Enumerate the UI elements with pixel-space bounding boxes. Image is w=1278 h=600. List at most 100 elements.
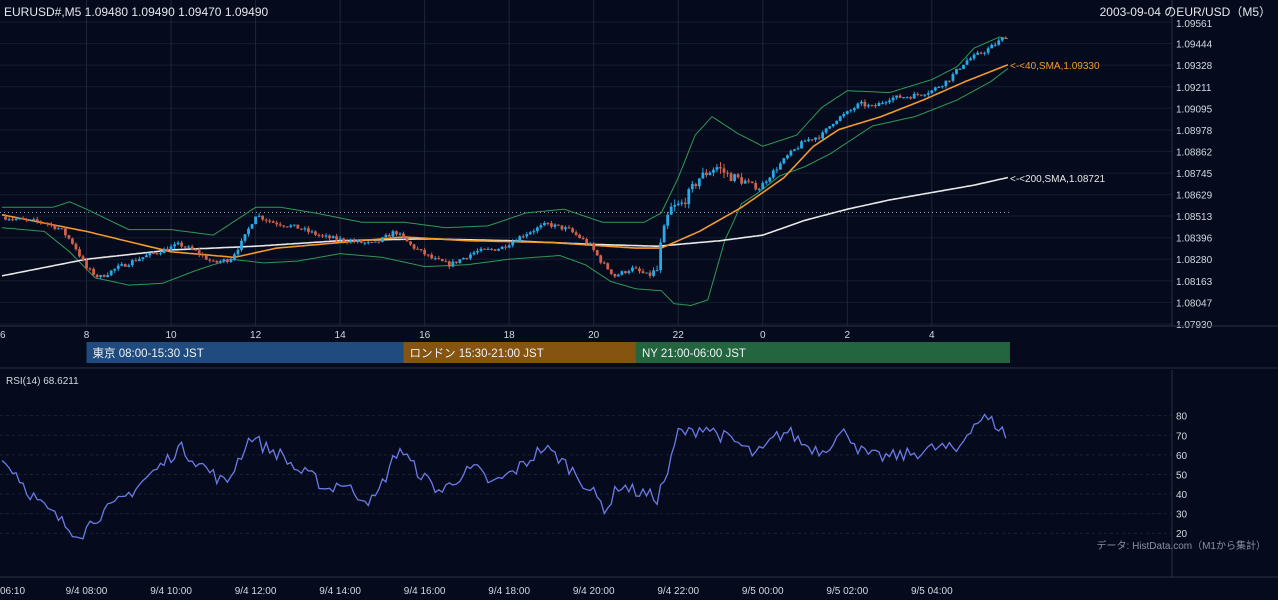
- candle: [578, 233, 582, 239]
- candle: [909, 96, 913, 100]
- candle: [659, 238, 663, 274]
- candle: [271, 220, 275, 223]
- candle: [21, 216, 25, 220]
- candle: [268, 218, 272, 224]
- candle: [14, 217, 18, 221]
- candle: [930, 89, 934, 95]
- sma200-label: <-<200,SMA,1.08721: [1010, 174, 1106, 185]
- candle: [719, 161, 722, 174]
- hour-tick-label: 6: [0, 330, 6, 341]
- candle: [141, 257, 145, 262]
- time-tick-label: 9/5 04:00: [911, 586, 953, 597]
- candle: [236, 247, 240, 257]
- hour-tick-label: 12: [250, 330, 262, 341]
- session-label: 東京 08:00-15:30 JST: [93, 346, 204, 360]
- candle: [391, 229, 395, 239]
- candle: [264, 218, 268, 224]
- candle: [764, 179, 768, 185]
- candle: [423, 247, 427, 257]
- candle: [398, 232, 402, 236]
- candle: [976, 50, 979, 56]
- hour-tick-label: 20: [588, 330, 600, 341]
- candle: [616, 273, 620, 277]
- candle: [409, 240, 412, 247]
- candle: [292, 224, 296, 227]
- candle: [335, 233, 338, 242]
- candle: [835, 120, 839, 125]
- candle: [310, 229, 314, 234]
- candle: [645, 272, 648, 274]
- candle: [690, 180, 694, 193]
- candle: [1000, 36, 1004, 42]
- candle: [247, 226, 250, 237]
- chart-title: 2003-09-04 のEUR/USD（M5）: [1100, 5, 1271, 19]
- candle: [557, 224, 560, 227]
- candle: [958, 67, 962, 70]
- candle: [366, 241, 370, 245]
- candle: [919, 94, 923, 97]
- candle: [261, 215, 265, 222]
- price-tick-label: 1.08862: [1176, 147, 1213, 158]
- candle: [828, 126, 832, 129]
- candle: [299, 228, 303, 231]
- candle: [863, 99, 867, 109]
- candle: [233, 252, 236, 261]
- sma200-line: [1, 176, 1009, 277]
- candle: [113, 268, 117, 273]
- candle: [951, 72, 955, 83]
- candle: [870, 104, 874, 107]
- candle: [497, 248, 501, 252]
- candle: [888, 97, 891, 105]
- candle: [257, 213, 261, 218]
- price-tick-label: 1.09444: [1176, 40, 1213, 51]
- candle: [359, 239, 363, 244]
- candle: [222, 258, 226, 264]
- candle: [532, 228, 536, 235]
- hour-tick-label: 14: [335, 330, 347, 341]
- candle: [993, 42, 997, 47]
- session-bar: [635, 342, 1010, 363]
- candle: [102, 274, 106, 278]
- candle: [226, 258, 229, 264]
- candle: [666, 211, 670, 230]
- candle: [71, 237, 74, 245]
- candle: [370, 241, 374, 244]
- candle: [4, 214, 7, 221]
- candle: [137, 256, 141, 262]
- candle: [849, 109, 853, 113]
- candle: [85, 258, 88, 271]
- candle: [18, 217, 22, 220]
- candle: [28, 219, 32, 222]
- candle: [204, 253, 208, 261]
- candle: [793, 148, 796, 152]
- candle: [127, 263, 131, 268]
- session-bar: [403, 342, 636, 363]
- hour-tick-label: 4: [929, 330, 935, 341]
- candle: [905, 96, 909, 99]
- price-tick-label: 1.09095: [1176, 104, 1213, 115]
- candle: [35, 216, 39, 224]
- candle: [483, 248, 486, 250]
- candle: [331, 235, 335, 239]
- candle: [701, 167, 705, 179]
- candle: [697, 178, 701, 190]
- time-tick-label: 9/5 00:00: [742, 586, 784, 597]
- candle: [778, 161, 782, 170]
- candle: [757, 187, 761, 192]
- candle: [176, 240, 180, 246]
- candle: [845, 110, 849, 115]
- candle: [722, 163, 726, 179]
- candle: [11, 217, 14, 222]
- candle: [317, 233, 321, 238]
- candle: [571, 227, 574, 234]
- hour-tick-label: 8: [84, 330, 90, 341]
- candle: [25, 218, 29, 223]
- candle: [250, 223, 254, 229]
- candle: [345, 238, 349, 245]
- candle: [197, 247, 201, 258]
- candle: [190, 244, 194, 251]
- candle: [240, 238, 243, 252]
- candle: [32, 217, 36, 222]
- candle: [955, 68, 958, 75]
- candle: [898, 93, 902, 99]
